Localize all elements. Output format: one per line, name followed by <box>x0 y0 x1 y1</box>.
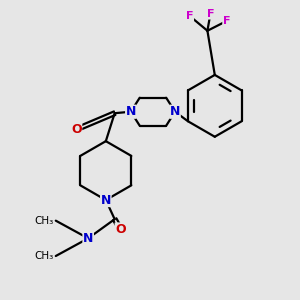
Text: CH₃: CH₃ <box>34 251 53 261</box>
Text: N: N <box>170 105 180 118</box>
Text: N: N <box>126 105 136 118</box>
Text: N: N <box>100 194 111 207</box>
Text: N: N <box>83 232 93 245</box>
Text: O: O <box>115 223 126 236</box>
Text: F: F <box>223 16 230 26</box>
Text: F: F <box>186 11 194 21</box>
Text: O: O <box>71 123 82 136</box>
Text: F: F <box>207 9 214 19</box>
Text: CH₃: CH₃ <box>34 216 53 226</box>
